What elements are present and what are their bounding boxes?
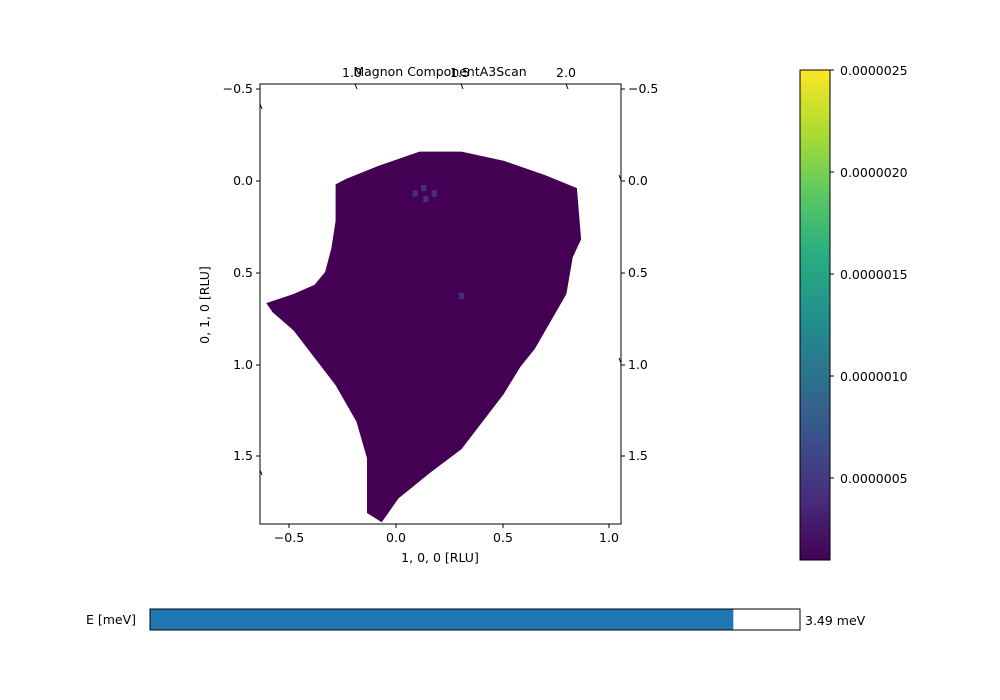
heatmap-cell [421,184,427,192]
colorbar: 0.0000025 0.0000020 0.0000015 0.0000010 … [799,63,908,561]
x-tick-label: −0.5 [274,530,304,545]
heatmap-cell [423,195,429,203]
y-axis-right: −0.5 0.0 0.5 1.0 1.5 [621,81,658,463]
chart-title: Magnon ComponentA3Scan [353,64,526,79]
y-right-tick-label: 0.5 [628,265,648,280]
energy-slider[interactable]: E [meV] 3.49 meV [86,608,866,631]
plot-frame [259,83,622,525]
y-axis-label: 0, 1, 0 [RLU] [197,266,212,344]
x-axis-label: 1, 0, 0 [RLU] [401,550,479,565]
y-axis-left: −0.5 0.0 0.5 1.0 1.5 0, 1, 0 [RLU] [197,81,260,463]
x-tick-label: 0.5 [493,530,513,545]
y-tick-label: 0.0 [233,173,253,188]
y-tick-label: −0.5 [223,81,253,96]
slider-label: E [meV] [86,612,136,627]
heatmap-region [266,151,582,523]
slider-fill[interactable] [150,609,734,630]
heatmap-cell [458,292,465,299]
x-axis: −0.5 0.0 0.5 1.0 1, 0, 0 [RLU] [274,524,619,565]
x-tick-label: 1.0 [599,530,619,545]
y-right-tick-label: 1.0 [628,357,648,372]
colorbar-tick-label: 0.0000020 [840,165,908,180]
colorbar-tick-label: 0.0000015 [840,267,908,282]
heatmap-cell [412,190,418,197]
left-curved-ticks [259,103,622,476]
top-tick-label: 2.0 [556,65,576,80]
y-right-tick-label: −0.5 [628,81,658,96]
colorbar-tick-label: 0.0000025 [840,63,908,78]
slider-value: 3.49 meV [805,613,866,628]
top-axis: 1.0 1.5 2.0 [342,65,576,90]
top-tick-label: 1.0 [342,65,362,80]
colorbar-tick-label: 0.0000010 [840,369,908,384]
colorbar-gradient [799,69,831,561]
colorbar-tick-label: 0.0000005 [840,471,908,486]
heatmap-hotspots [412,184,465,299]
y-right-tick-label: 1.5 [628,448,648,463]
y-tick-label: 1.0 [233,357,253,372]
y-tick-label: 0.5 [233,265,253,280]
y-tick-label: 1.5 [233,448,253,463]
y-right-tick-label: 0.0 [628,173,648,188]
top-tick-label: 1.5 [450,65,470,80]
heatmap-cell [431,190,437,197]
x-tick-label: 0.0 [386,530,406,545]
